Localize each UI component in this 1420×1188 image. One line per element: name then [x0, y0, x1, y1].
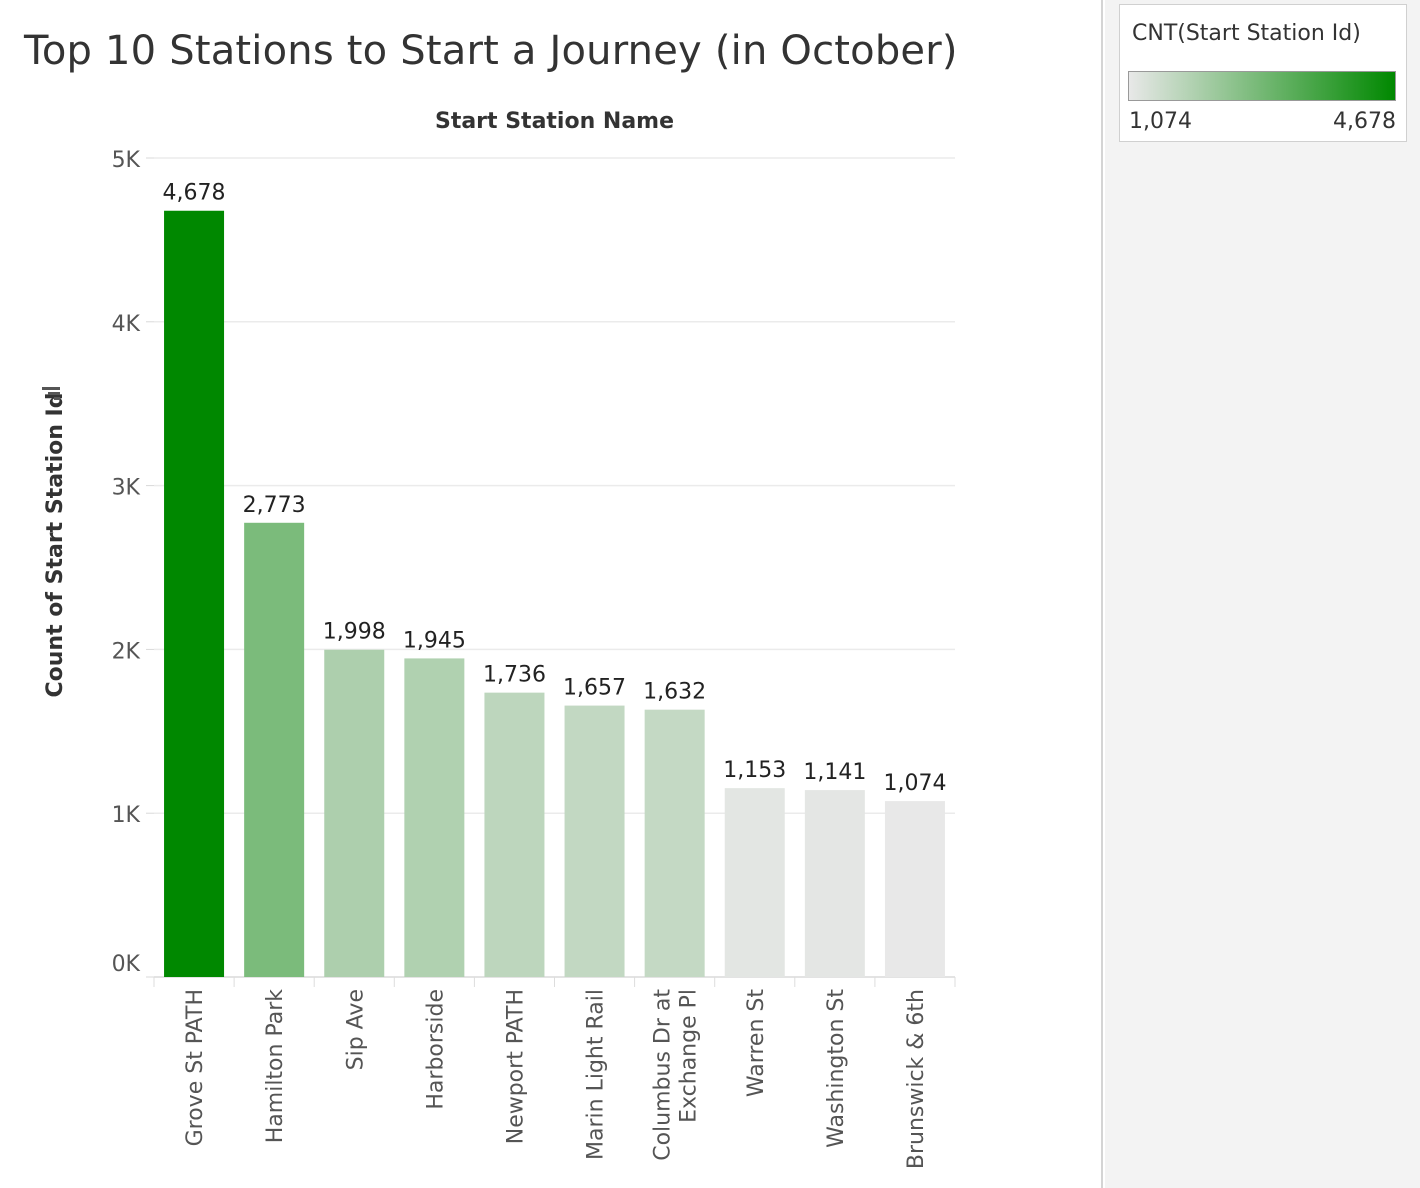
chart-panel: Top 10 Stations to Start a Journey (in O… — [24, 0, 1103, 1188]
legend-max-label: 4,678 — [1333, 109, 1396, 134]
bar-chart: Start Station Name 0K 1K 2K 3K 4K 5K Count of S… — [42, 109, 956, 1169]
x-tick-label: Hamilton Park — [263, 989, 288, 1144]
bar-value-label: 1,736 — [483, 663, 546, 688]
x-tick-label: Marin Light Rail — [584, 989, 609, 1160]
bar-value-label: 1,141 — [803, 760, 866, 785]
color-legend[interactable]: CNT(Start Station Id) 1,074 4,678 — [1119, 4, 1407, 142]
x-tick-label: Washington St — [824, 989, 849, 1148]
x-tick-label: Grove St PATH — [183, 989, 208, 1146]
bar[interactable] — [884, 801, 945, 977]
bar-value-label: 1,153 — [723, 758, 786, 783]
y-tick-label: 5K — [112, 148, 141, 173]
x-tick-label: Columbus Dr atExchange Pl — [651, 989, 702, 1161]
legend-min-label: 1,074 — [1129, 109, 1192, 134]
bar[interactable] — [484, 692, 545, 977]
legend-title: CNT(Start Station Id) — [1132, 21, 1361, 46]
bar[interactable] — [164, 210, 225, 978]
bar[interactable] — [244, 522, 305, 977]
y-tick-label: 2K — [112, 639, 141, 664]
bar-value-label: 1,074 — [883, 771, 946, 796]
legend-color-ramp — [1128, 71, 1396, 101]
bar-value-label: 4,678 — [163, 181, 226, 206]
x-tick-label: Harborside — [423, 989, 448, 1110]
legend-panel: CNT(Start Station Id) 1,074 4,678 — [1105, 0, 1420, 1188]
bar[interactable] — [644, 709, 705, 977]
x-tick-label: Brunswick & 6th — [904, 989, 929, 1169]
bar[interactable] — [804, 790, 865, 977]
y-axis-label: Count of Start Station Id — [43, 393, 68, 698]
bar[interactable] — [564, 705, 625, 977]
y-tick-label: 0K — [112, 952, 141, 977]
bar-value-label: 1,945 — [403, 628, 466, 653]
bar[interactable] — [404, 658, 465, 977]
x-tick-label: Sip Ave — [343, 989, 368, 1070]
x-tick-label: Warren St — [744, 989, 769, 1097]
bar-value-label: 1,632 — [643, 680, 706, 705]
y-tick-label: 3K — [112, 476, 141, 501]
column-header: Start Station Name — [435, 109, 674, 134]
bar[interactable] — [724, 788, 785, 977]
bar-value-label: 1,998 — [323, 620, 386, 645]
sort-icon[interactable] — [42, 387, 60, 400]
bar-value-label: 2,773 — [243, 493, 306, 518]
chart-title: Top 10 Stations to Start a Journey (in O… — [24, 28, 958, 74]
x-tick-label: Newport PATH — [503, 989, 528, 1144]
bar-value-label: 1,657 — [563, 676, 626, 701]
y-tick-label: 1K — [112, 803, 141, 828]
bar[interactable] — [324, 649, 385, 977]
y-tick-label: 4K — [112, 312, 141, 337]
